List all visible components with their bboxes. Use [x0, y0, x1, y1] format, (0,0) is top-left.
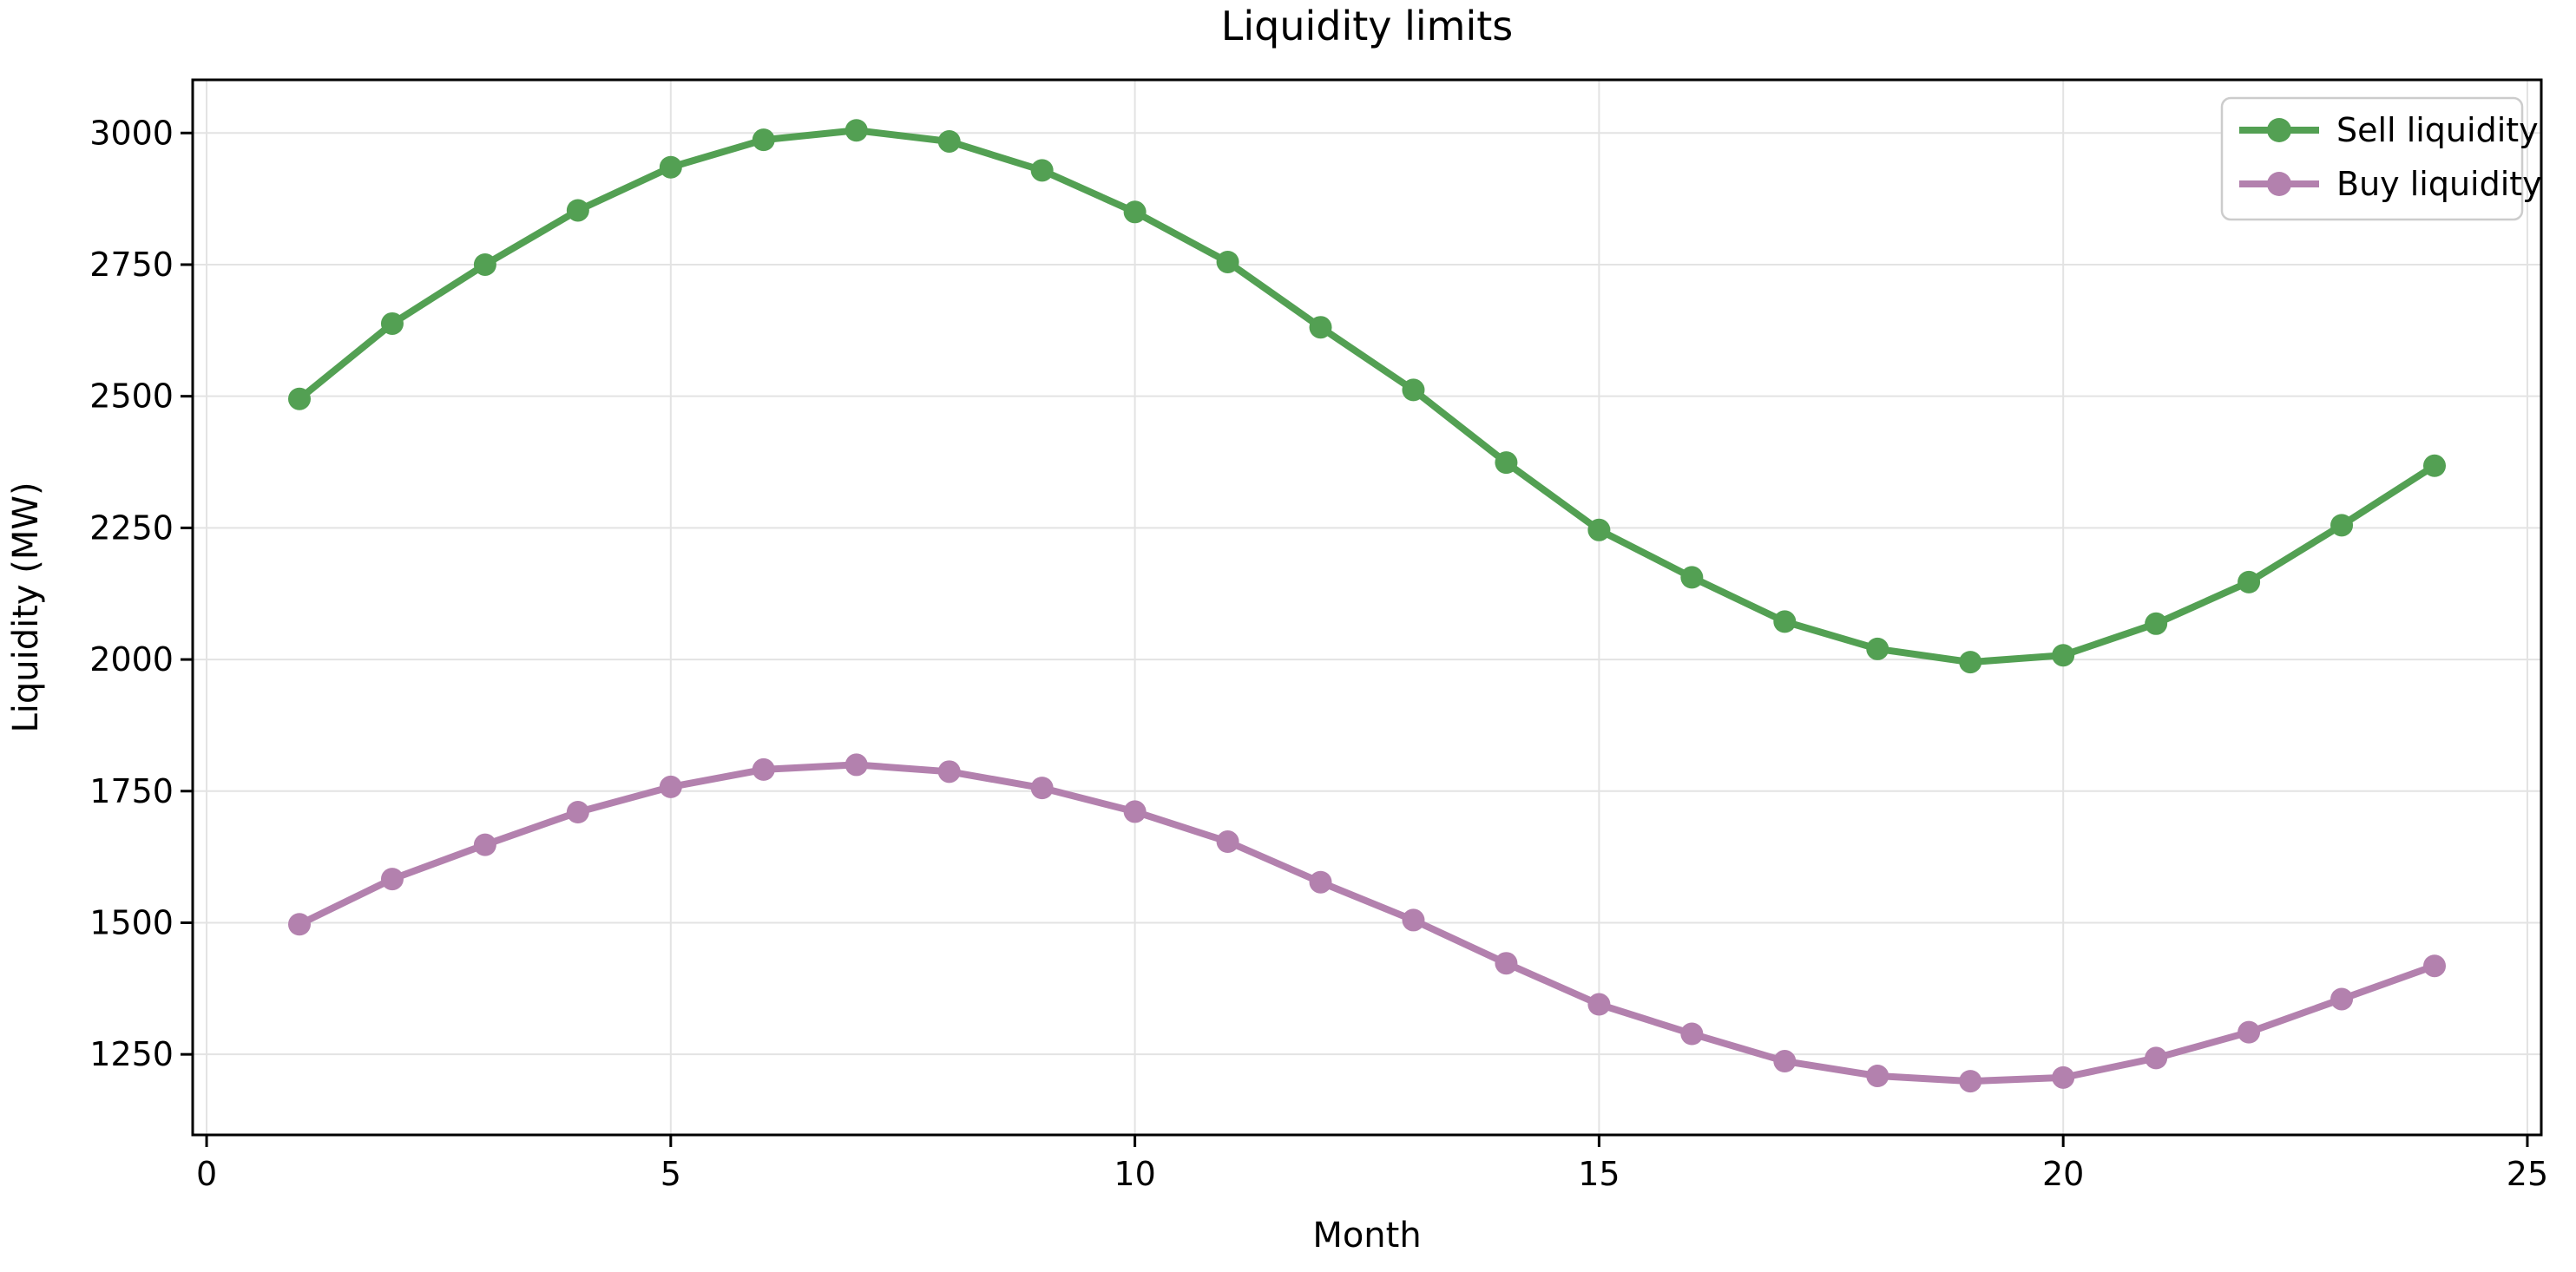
y-tick-label: 2250 — [89, 508, 174, 547]
y-tick-label: 1750 — [89, 772, 174, 810]
data-point-marker — [1123, 200, 1147, 224]
y-tick-label: 1250 — [89, 1035, 174, 1073]
data-point-marker — [1030, 777, 1054, 800]
data-point-marker — [752, 757, 775, 781]
x-tick-label: 10 — [1114, 1155, 1155, 1193]
data-point-marker — [1309, 316, 1332, 339]
data-point-marker — [2238, 570, 2261, 593]
data-point-marker — [1680, 566, 1704, 589]
y-tick-label: 1500 — [89, 903, 174, 941]
data-point-marker — [1309, 870, 1332, 894]
data-point-marker — [566, 199, 589, 222]
x-axis-label: Month — [1312, 1216, 1422, 1256]
data-point-marker — [752, 128, 775, 152]
data-point-marker — [2052, 644, 2075, 667]
data-point-marker — [1680, 1022, 1704, 1046]
data-point-marker — [2423, 454, 2446, 477]
x-tick-label: 0 — [196, 1155, 217, 1193]
x-tick-label: 25 — [2507, 1155, 2548, 1193]
y-tick-label: 3000 — [89, 114, 174, 152]
data-point-marker — [2330, 987, 2354, 1011]
series-line — [296, 127, 2438, 666]
data-point-marker — [473, 833, 496, 856]
data-point-marker — [1123, 800, 1147, 823]
data-point-marker — [2145, 612, 2168, 635]
data-point-marker — [1587, 518, 1611, 541]
data-point-marker — [1866, 637, 1889, 660]
data-point-marker — [1216, 250, 1239, 273]
data-point-marker — [1402, 908, 1425, 932]
x-tick-label: 20 — [2042, 1155, 2084, 1193]
data-point-marker — [473, 252, 496, 276]
data-point-marker — [2238, 1020, 2261, 1044]
data-point-marker — [1959, 651, 1982, 674]
x-tick-label: 15 — [1578, 1155, 1620, 1193]
y-tick-label: 2500 — [89, 377, 174, 416]
plot-area-frame — [191, 78, 2543, 1137]
data-point-marker — [1773, 610, 1797, 633]
data-point-marker — [1402, 378, 1425, 402]
data-point-marker — [380, 868, 404, 891]
series-line — [296, 761, 2438, 1085]
data-point-marker — [1216, 830, 1239, 854]
data-point-marker — [659, 775, 682, 798]
data-point-marker — [1773, 1050, 1797, 1073]
legend-marker — [2267, 118, 2291, 142]
data-point-marker — [566, 801, 589, 824]
data-point-marker — [844, 119, 868, 142]
y-tick-label: 2000 — [89, 640, 174, 679]
legend: Sell liquidity Buy liquidity — [2220, 96, 2542, 221]
data-point-marker — [1866, 1065, 1889, 1088]
x-tick-label: 5 — [660, 1155, 681, 1193]
data-point-marker — [844, 753, 868, 777]
data-point-marker — [659, 155, 682, 179]
legend-entry-sell-liquidity: Sell liquidity — [2239, 111, 2539, 149]
data-point-marker — [380, 311, 404, 335]
legend-label: Buy liquidity — [2336, 165, 2542, 203]
series-sell-liquidity — [288, 119, 2446, 674]
data-point-marker — [1030, 159, 1054, 182]
data-point-marker — [2330, 514, 2354, 537]
y-axis-ticks: 1250 1500 1750 2000 2250 2500 2750 3000 — [89, 114, 193, 1073]
y-tick-label: 2750 — [89, 246, 174, 284]
data-point-marker — [937, 129, 961, 153]
data-point-marker — [1495, 952, 1518, 975]
data-point-marker — [1959, 1070, 1982, 1093]
data-point-marker — [288, 913, 311, 936]
data-point-marker — [1587, 993, 1611, 1016]
data-point-marker — [2052, 1065, 2075, 1089]
data-point-marker — [1495, 451, 1518, 475]
data-point-marker — [2145, 1046, 2168, 1070]
data-point-marker — [937, 760, 961, 784]
data-point-marker — [2423, 954, 2446, 978]
series-buy-liquidity — [288, 753, 2446, 1093]
data-point-marker — [288, 387, 311, 410]
legend-entry-buy-liquidity: Buy liquidity — [2239, 165, 2542, 203]
legend-marker — [2267, 172, 2291, 196]
x-axis-ticks: 0 5 10 15 20 25 — [196, 1135, 2548, 1193]
legend-label: Sell liquidity — [2336, 111, 2539, 149]
chart-title: Liquidity limits — [1220, 3, 1514, 49]
